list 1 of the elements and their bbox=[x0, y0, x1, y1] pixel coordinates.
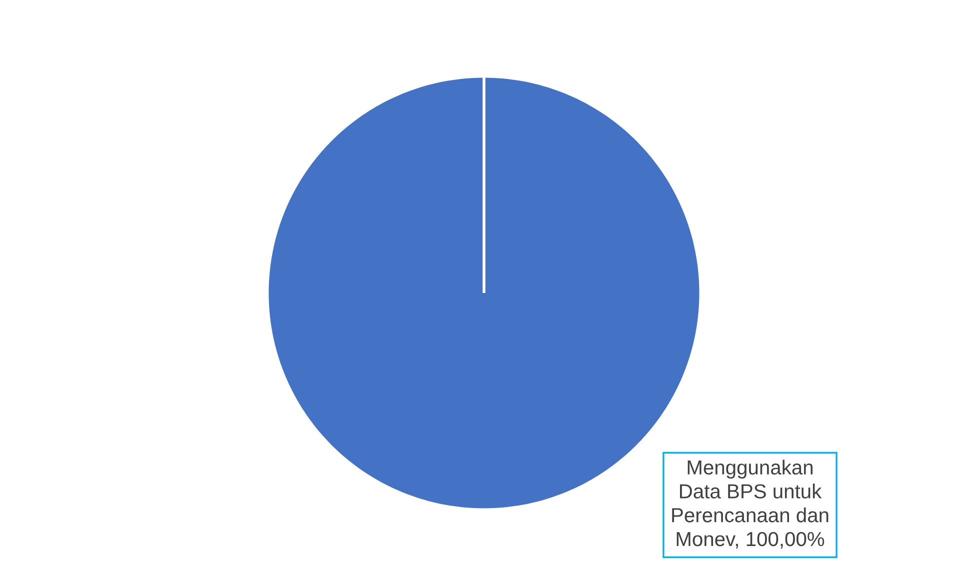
slice-label: Menggunakan Data BPS untuk Perencanaan dan Monev, 100,00% bbox=[672, 460, 828, 549]
